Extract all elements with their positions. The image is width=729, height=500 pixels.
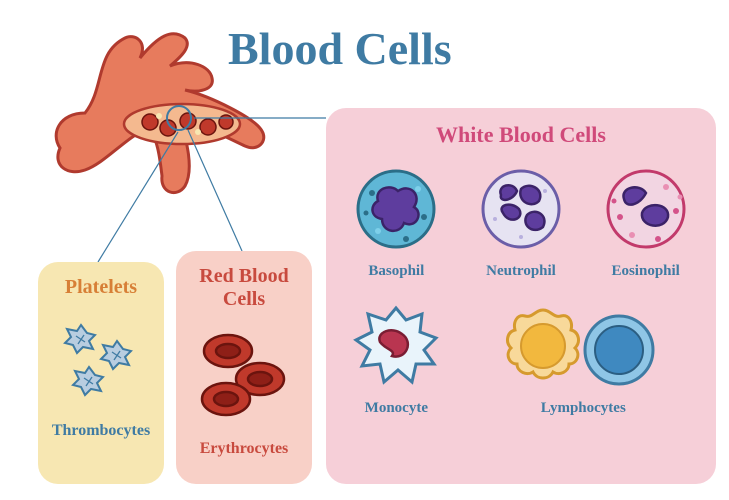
- lymphocytes-icon: [493, 298, 673, 394]
- cell-label: Eosinophil: [611, 263, 679, 280]
- platelet-cells-icon: [51, 311, 151, 411]
- eosinophil-icon: [598, 161, 694, 257]
- neutrophil-icon: [473, 161, 569, 257]
- panel-rbc: Red Blood Cells Erythrocytes: [176, 251, 312, 484]
- panel-title-platelets: Platelets: [50, 276, 152, 299]
- cell-label: Lymphocytes: [541, 400, 626, 417]
- panel-platelets: Platelets Thrombocytes: [38, 262, 164, 484]
- monocyte-icon: [348, 298, 444, 394]
- cell-basophil: Basophil: [348, 161, 444, 280]
- cell-eosinophil: Eosinophil: [598, 161, 694, 280]
- panel-label-thrombocytes: Thrombocytes: [50, 422, 152, 440]
- cell-lymphocytes: Lymphocytes: [493, 298, 673, 417]
- rbc-cells-icon: [190, 321, 298, 429]
- blood-vessel-icon: [40, 18, 270, 198]
- cell-label: Basophil: [368, 263, 424, 280]
- panel-wbc: White Blood Cells Basophil Neutro: [326, 108, 716, 484]
- panel-title-wbc: White Blood Cells: [338, 122, 704, 147]
- cell-label: Monocyte: [365, 400, 428, 417]
- basophil-icon: [348, 161, 444, 257]
- panel-label-erythrocytes: Erythrocytes: [188, 440, 300, 458]
- cell-neutrophil: Neutrophil: [473, 161, 569, 280]
- cell-monocyte: Monocyte: [348, 298, 444, 417]
- cell-label: Neutrophil: [486, 263, 556, 280]
- panel-title-rbc: Red Blood Cells: [188, 265, 300, 311]
- vessel-highlight-circle: [166, 105, 192, 131]
